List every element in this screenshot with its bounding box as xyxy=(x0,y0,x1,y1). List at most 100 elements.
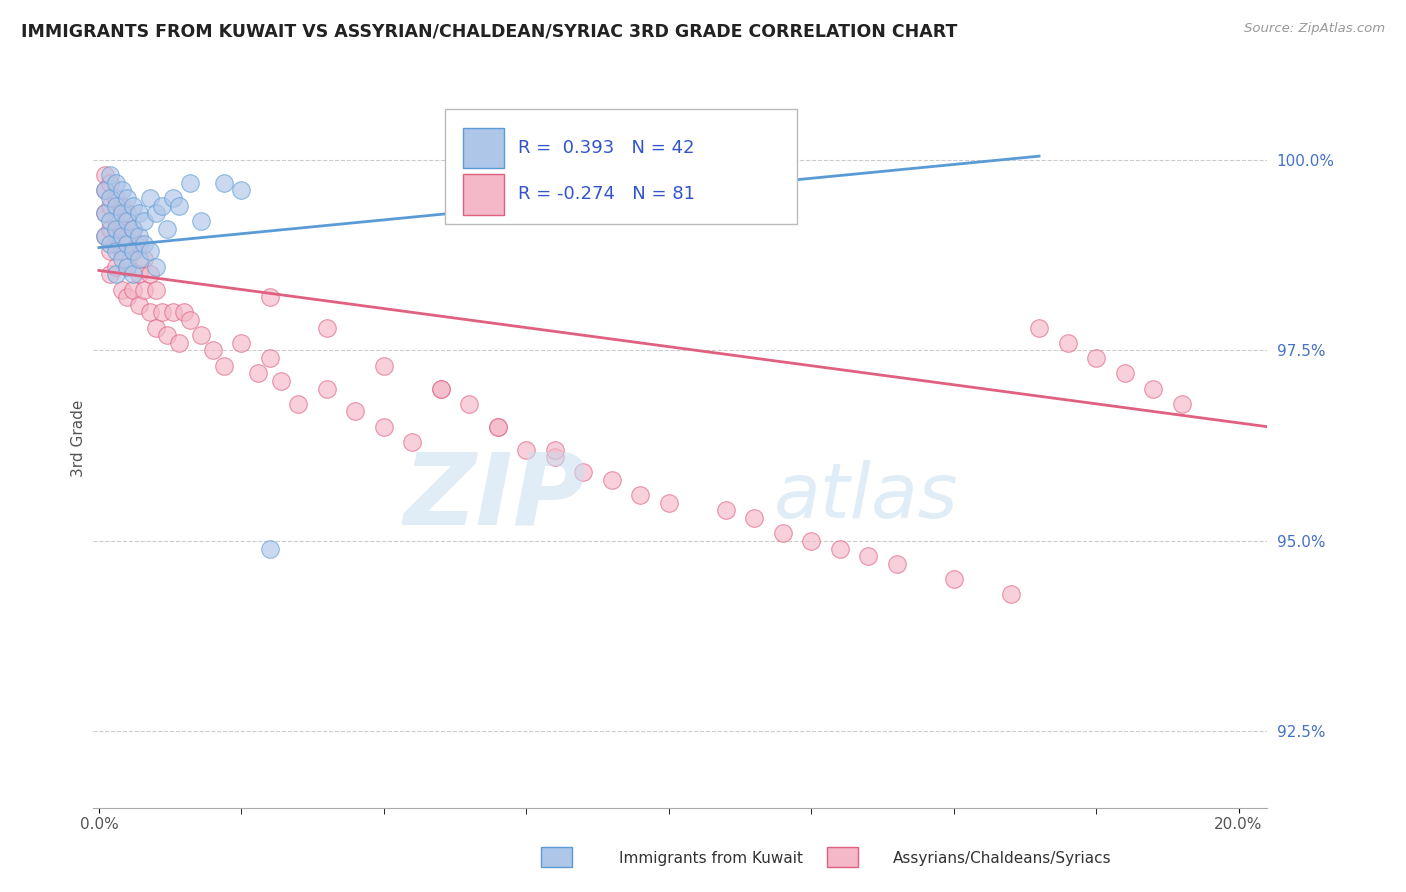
Point xyxy=(117,236,139,251)
Point xyxy=(98,214,121,228)
Point xyxy=(259,290,281,304)
Point xyxy=(111,229,134,244)
Point xyxy=(212,359,235,373)
Point xyxy=(128,236,150,251)
Point xyxy=(111,221,134,235)
Point xyxy=(93,206,115,220)
Point xyxy=(544,450,567,464)
Point xyxy=(117,229,139,244)
Point xyxy=(190,214,212,228)
Point xyxy=(104,260,127,274)
Point xyxy=(98,199,121,213)
Point xyxy=(98,236,121,251)
Point xyxy=(173,305,195,319)
Point xyxy=(315,320,337,334)
Point xyxy=(134,236,156,251)
Point xyxy=(104,267,127,281)
Point xyxy=(104,176,127,190)
Point xyxy=(828,541,851,556)
Point xyxy=(93,168,115,182)
Point xyxy=(117,290,139,304)
Point xyxy=(742,511,765,525)
Point xyxy=(800,533,823,548)
Point xyxy=(259,541,281,556)
Point xyxy=(104,221,127,235)
Point xyxy=(139,244,162,259)
Point xyxy=(134,214,156,228)
Point xyxy=(373,359,395,373)
Point xyxy=(1114,367,1136,381)
Point xyxy=(111,283,134,297)
FancyBboxPatch shape xyxy=(463,128,503,169)
Point xyxy=(122,221,145,235)
Point xyxy=(98,244,121,259)
Point xyxy=(128,298,150,312)
Point xyxy=(162,191,184,205)
Point xyxy=(259,351,281,365)
Point xyxy=(98,168,121,182)
Point xyxy=(145,206,167,220)
Point xyxy=(231,184,253,198)
FancyBboxPatch shape xyxy=(446,109,797,224)
Point xyxy=(104,191,127,205)
Point xyxy=(134,283,156,297)
Point xyxy=(1000,587,1022,601)
Point xyxy=(139,191,162,205)
Point xyxy=(167,199,190,213)
Point xyxy=(122,267,145,281)
Point xyxy=(544,442,567,457)
Point xyxy=(93,229,115,244)
Point xyxy=(93,184,115,198)
Text: Immigrants from Kuwait: Immigrants from Kuwait xyxy=(619,851,803,865)
Point xyxy=(139,267,162,281)
Point xyxy=(98,191,121,205)
Point xyxy=(117,260,139,274)
Point xyxy=(658,496,681,510)
Point xyxy=(628,488,651,502)
Point xyxy=(270,374,292,388)
Point xyxy=(1056,335,1078,350)
Point xyxy=(515,442,537,457)
Point xyxy=(117,206,139,220)
Point xyxy=(600,473,623,487)
Point xyxy=(111,199,134,213)
Point xyxy=(430,382,453,396)
Point xyxy=(104,236,127,251)
Point xyxy=(93,229,115,244)
Point xyxy=(150,199,173,213)
Point xyxy=(156,328,179,343)
Point xyxy=(1028,320,1050,334)
Point xyxy=(167,335,190,350)
Point xyxy=(104,214,127,228)
Point xyxy=(139,305,162,319)
Point xyxy=(315,382,337,396)
Point xyxy=(128,267,150,281)
Point xyxy=(128,229,150,244)
Point xyxy=(98,267,121,281)
Point xyxy=(458,397,481,411)
Point xyxy=(179,313,201,327)
Point xyxy=(373,419,395,434)
Point xyxy=(856,549,879,564)
Point xyxy=(111,184,134,198)
Point xyxy=(162,305,184,319)
Point xyxy=(714,503,737,517)
Point xyxy=(486,419,509,434)
Point xyxy=(886,557,908,571)
Point xyxy=(344,404,367,418)
Point xyxy=(942,572,965,586)
Point xyxy=(201,343,224,358)
Point xyxy=(287,397,309,411)
Point xyxy=(111,244,134,259)
Point xyxy=(104,244,127,259)
Point xyxy=(104,199,127,213)
Point xyxy=(156,221,179,235)
Point xyxy=(1085,351,1108,365)
Text: Assyrians/Chaldeans/Syriacs: Assyrians/Chaldeans/Syriacs xyxy=(893,851,1111,865)
Point xyxy=(430,382,453,396)
Text: atlas: atlas xyxy=(775,460,959,534)
Point xyxy=(93,184,115,198)
FancyBboxPatch shape xyxy=(463,174,503,215)
Point xyxy=(111,252,134,266)
Point xyxy=(117,260,139,274)
